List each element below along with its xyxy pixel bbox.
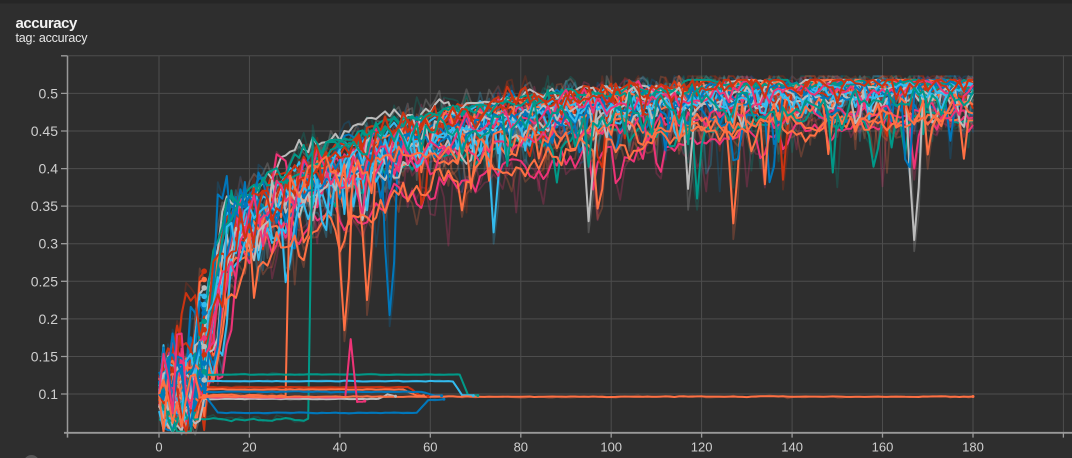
- svg-text:0.1: 0.1: [39, 386, 59, 402]
- svg-text:80: 80: [514, 440, 528, 455]
- svg-text:0.45: 0.45: [31, 123, 58, 139]
- svg-text:140: 140: [781, 440, 803, 455]
- svg-text:0.35: 0.35: [31, 198, 58, 214]
- svg-text:0.4: 0.4: [39, 161, 59, 177]
- svg-text:tag: accuracy: tag: accuracy: [16, 31, 89, 45]
- svg-text:0.3: 0.3: [39, 236, 59, 252]
- svg-text:0.25: 0.25: [31, 273, 58, 289]
- svg-text:120: 120: [691, 440, 713, 455]
- svg-text:0.5: 0.5: [39, 85, 59, 101]
- svg-text:0: 0: [155, 440, 162, 455]
- svg-text:accuracy: accuracy: [16, 15, 79, 32]
- svg-text:60: 60: [423, 440, 437, 455]
- svg-text:180: 180: [962, 440, 984, 455]
- svg-text:160: 160: [872, 440, 894, 455]
- svg-text:0.15: 0.15: [31, 349, 58, 365]
- svg-text:40: 40: [333, 440, 347, 455]
- svg-text:20: 20: [242, 440, 256, 455]
- svg-text:0.2: 0.2: [39, 311, 59, 327]
- svg-text:100: 100: [600, 440, 622, 455]
